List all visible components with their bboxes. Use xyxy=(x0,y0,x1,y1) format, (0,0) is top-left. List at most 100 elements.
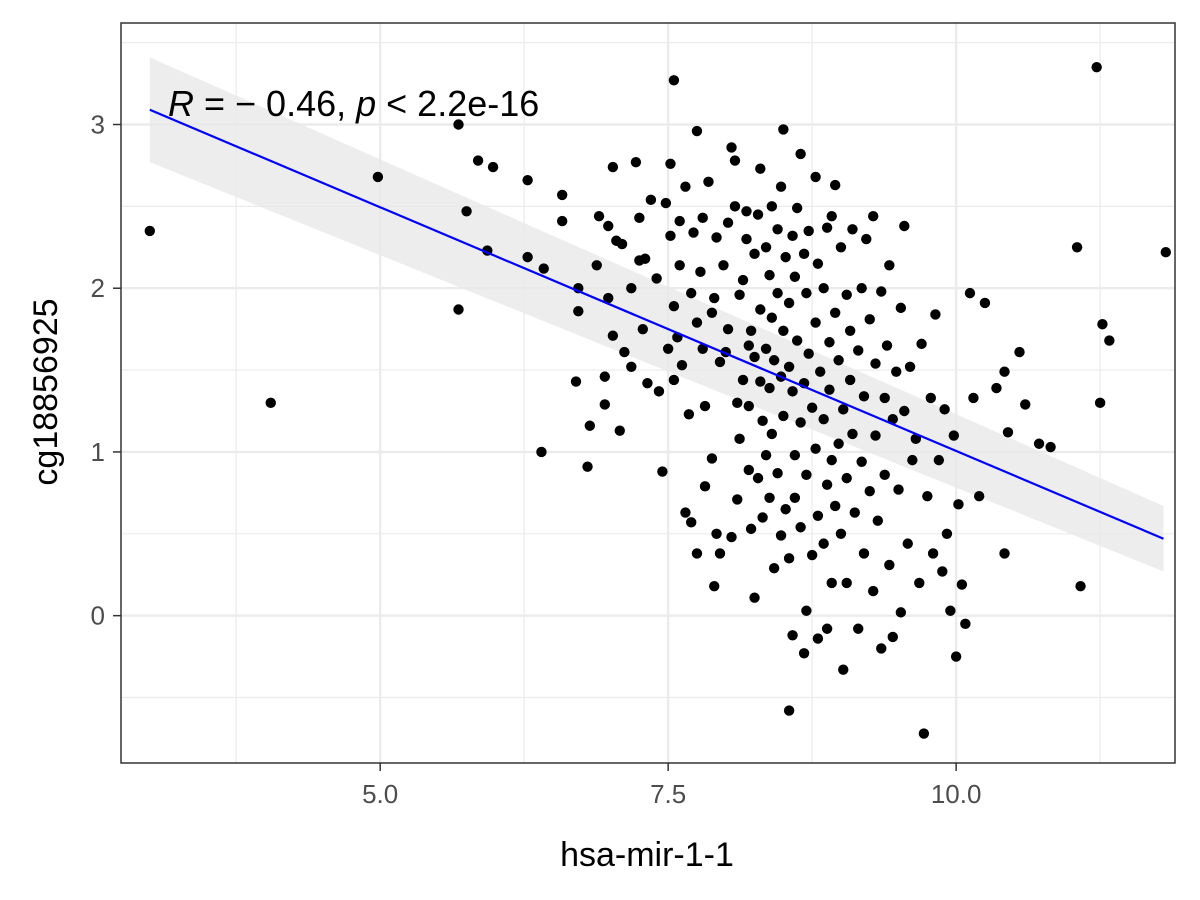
data-point xyxy=(864,314,875,325)
data-point xyxy=(709,292,720,304)
data-point xyxy=(642,377,653,389)
data-points xyxy=(144,62,1171,739)
data-point xyxy=(691,317,703,328)
data-point xyxy=(812,633,824,644)
data-point xyxy=(858,391,870,402)
data-point xyxy=(768,355,780,366)
data-point xyxy=(795,148,806,160)
data-point xyxy=(688,227,699,238)
data-point xyxy=(948,430,960,441)
data-point xyxy=(683,409,695,420)
data-point xyxy=(734,289,745,300)
data-point xyxy=(835,528,847,539)
data-point xyxy=(674,260,685,271)
data-point xyxy=(697,343,708,354)
data-point xyxy=(876,643,887,654)
data-point xyxy=(821,479,833,490)
data-point xyxy=(607,161,619,173)
data-point xyxy=(749,248,760,260)
data-point xyxy=(810,171,821,183)
p-symbol: p xyxy=(355,83,376,124)
data-point xyxy=(824,337,835,348)
data-point xyxy=(939,404,950,415)
data-point xyxy=(674,215,685,227)
data-point xyxy=(783,553,795,564)
data-point xyxy=(829,307,841,318)
data-point xyxy=(1045,441,1056,453)
data-point xyxy=(626,361,637,373)
data-point xyxy=(945,605,956,616)
data-point xyxy=(864,486,875,497)
y-tick-label: 0 xyxy=(91,601,105,631)
data-point xyxy=(722,217,734,228)
x-axis-title: hsa-mir-1-1 xyxy=(560,836,734,874)
panel-border xyxy=(120,22,1176,764)
data-point xyxy=(760,242,772,253)
data-point xyxy=(838,664,849,675)
data-point xyxy=(999,548,1010,559)
data-point xyxy=(570,376,582,387)
data-point xyxy=(895,607,907,618)
data-point xyxy=(729,201,741,212)
data-point xyxy=(714,548,726,559)
data-point xyxy=(881,340,893,351)
data-point xyxy=(795,522,806,533)
data-point xyxy=(1160,247,1171,258)
data-point xyxy=(691,125,703,137)
data-point xyxy=(556,215,568,227)
data-point xyxy=(680,181,691,192)
data-point xyxy=(772,224,783,235)
data-point xyxy=(1075,580,1086,592)
data-point xyxy=(1091,62,1102,73)
data-point xyxy=(858,548,870,559)
data-point xyxy=(847,224,858,235)
data-point xyxy=(829,179,841,191)
data-point xyxy=(787,386,798,397)
data-point xyxy=(734,433,745,445)
data-point xyxy=(732,397,743,409)
data-point xyxy=(778,325,789,336)
data-point xyxy=(749,351,760,363)
data-point xyxy=(933,454,945,466)
data-point xyxy=(639,253,651,264)
x-tick-label: 5.0 xyxy=(362,779,398,809)
data-point xyxy=(914,577,925,589)
data-point xyxy=(810,317,821,328)
data-point xyxy=(741,206,752,217)
data-point xyxy=(766,428,778,440)
data-point xyxy=(461,206,472,217)
data-point xyxy=(766,312,778,323)
data-point xyxy=(918,728,930,739)
data-point xyxy=(812,510,824,521)
data-point xyxy=(691,548,703,559)
data-point xyxy=(824,384,835,395)
data-point xyxy=(826,210,837,222)
data-point xyxy=(599,371,611,382)
data-point xyxy=(665,230,676,242)
data-point xyxy=(870,358,881,369)
data-point xyxy=(737,274,749,286)
data-point xyxy=(899,405,910,417)
data-point xyxy=(660,197,672,209)
data-point xyxy=(853,623,864,634)
data-point xyxy=(372,171,384,183)
data-point xyxy=(801,605,812,616)
data-point xyxy=(637,323,649,335)
data-point xyxy=(821,623,833,634)
data-point xyxy=(680,507,691,518)
data-point xyxy=(536,446,547,458)
data-point xyxy=(1071,242,1083,253)
data-point xyxy=(745,523,757,535)
data-point xyxy=(737,374,749,386)
data-point xyxy=(818,413,829,425)
data-point xyxy=(964,287,976,299)
data-point xyxy=(766,201,778,212)
data-point xyxy=(711,232,722,243)
data-point xyxy=(904,361,916,373)
data-point xyxy=(732,494,743,505)
x-tick-label: 10.0 xyxy=(931,779,982,809)
data-point xyxy=(941,528,953,539)
data-point xyxy=(803,348,814,359)
data-point xyxy=(841,577,852,589)
